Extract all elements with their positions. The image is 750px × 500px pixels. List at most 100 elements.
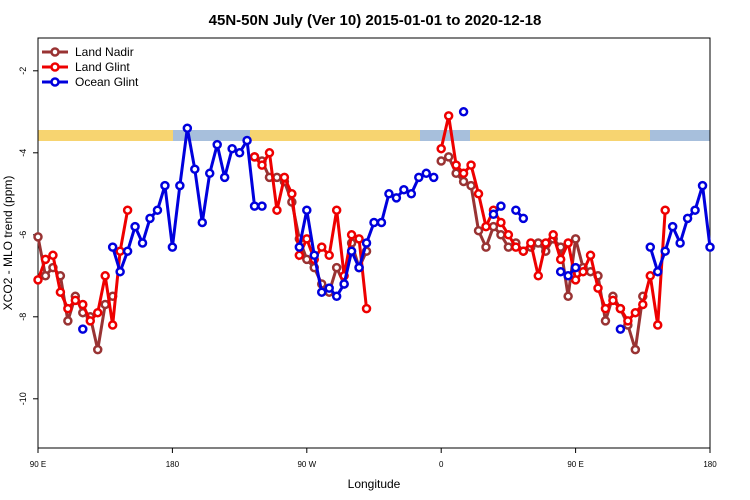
- data-point: [92, 344, 103, 355]
- y-axis-label: XCO2 - MLO trend (ppm): [1, 176, 15, 311]
- data-point: [600, 303, 611, 314]
- data-point: [615, 324, 626, 334]
- data-point: [652, 266, 663, 277]
- data-point: [488, 209, 499, 220]
- data-point: [40, 254, 51, 265]
- data-point: [638, 299, 648, 310]
- data-point: [652, 320, 663, 330]
- data-point: [630, 307, 641, 318]
- data-point: [279, 172, 290, 183]
- data-point: [518, 213, 529, 224]
- data-point: [302, 254, 312, 265]
- data-point: [660, 205, 670, 215]
- data-point: [331, 291, 342, 302]
- legend-marker: [50, 47, 60, 57]
- data-point: [249, 152, 260, 162]
- data-point: [361, 303, 372, 314]
- data-point: [257, 160, 267, 170]
- data-point: [466, 180, 476, 191]
- data-point: [473, 189, 484, 199]
- data-point: [443, 152, 454, 162]
- data-point: [63, 316, 73, 326]
- data-point: [331, 262, 342, 273]
- data-point: [204, 168, 215, 179]
- data-point: [615, 303, 626, 314]
- y-tick-label: -4: [18, 149, 28, 157]
- data-point: [197, 217, 208, 228]
- data-point: [436, 143, 446, 154]
- data-point: [107, 242, 118, 252]
- data-point: [488, 221, 499, 232]
- data-point: [354, 262, 364, 273]
- data-point: [563, 238, 573, 248]
- data-point: [667, 221, 678, 232]
- data-point: [705, 242, 715, 252]
- data-point: [503, 230, 514, 240]
- data-point: [623, 316, 633, 326]
- data-point: [175, 180, 185, 191]
- data-point: [115, 246, 125, 256]
- data-point: [630, 344, 641, 355]
- data-point: [540, 238, 551, 248]
- x-tick-label: 90 W: [297, 460, 316, 469]
- data-point: [458, 107, 469, 117]
- land-strip: [38, 130, 173, 141]
- data-point: [48, 250, 58, 261]
- data-point: [548, 230, 558, 240]
- data-point: [122, 205, 133, 215]
- x-tick-label: 90 E: [30, 460, 46, 469]
- data-point: [555, 254, 566, 265]
- data-point: [115, 266, 125, 277]
- data-point: [570, 275, 581, 285]
- data-point: [593, 283, 603, 293]
- data-point: [92, 307, 103, 318]
- data-point: [473, 225, 484, 236]
- data-point: [249, 201, 260, 211]
- data-point: [466, 160, 476, 170]
- data-point: [555, 266, 566, 277]
- data-point: [40, 271, 51, 281]
- data-point: [481, 242, 491, 252]
- data-point: [316, 242, 327, 252]
- y-tick-label: -6: [18, 231, 28, 239]
- data-point: [242, 135, 252, 146]
- data-point: [361, 238, 372, 248]
- data-point: [33, 275, 43, 285]
- data-point: [137, 238, 148, 248]
- data-point: [570, 262, 581, 273]
- land-strip: [250, 130, 420, 141]
- land-ocean-strip: [38, 130, 710, 141]
- data-point: [257, 201, 267, 211]
- data-point: [436, 156, 446, 166]
- data-point: [160, 180, 170, 191]
- data-point: [518, 246, 529, 256]
- data-point: [122, 246, 133, 256]
- data-point: [145, 213, 155, 224]
- x-tick-label: 90 E: [567, 460, 583, 469]
- data-point: [458, 176, 469, 187]
- data-point: [234, 148, 245, 158]
- data-point: [608, 295, 618, 306]
- data-point: [421, 168, 432, 179]
- data-point: [451, 160, 461, 170]
- x-axis-label: Longitude: [348, 477, 401, 491]
- data-point: [563, 291, 573, 302]
- data-point: [660, 246, 670, 256]
- data-point: [406, 189, 417, 199]
- legend-label: Ocean Glint: [75, 75, 139, 89]
- data-point: [63, 303, 73, 314]
- data-point: [219, 172, 230, 183]
- legend-label: Land Glint: [75, 60, 130, 74]
- data-point: [354, 234, 364, 244]
- data-point: [533, 271, 544, 281]
- x-tick-label: 180: [703, 460, 717, 469]
- legend-marker: [50, 77, 60, 87]
- y-tick-label: -8: [18, 313, 28, 321]
- data-point: [212, 139, 222, 150]
- data-point: [107, 320, 118, 330]
- data-point: [645, 242, 656, 252]
- data-point: [503, 242, 514, 252]
- data-point: [346, 246, 357, 256]
- data-point: [152, 205, 163, 215]
- data-point: [287, 189, 297, 199]
